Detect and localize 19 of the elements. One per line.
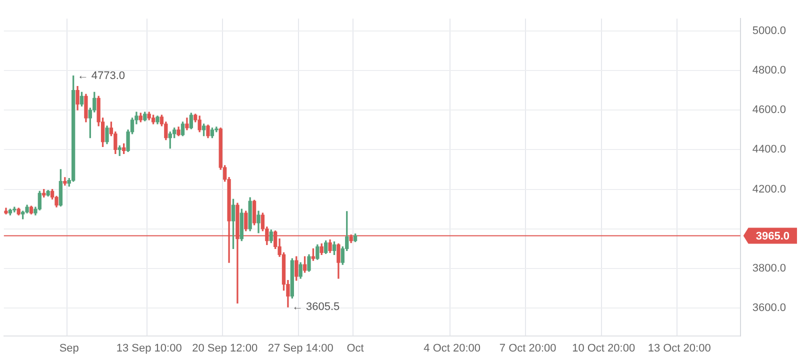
x-tick-label: 4 Oct 20:00 (424, 342, 481, 354)
x-tick-label: Oct (346, 342, 364, 354)
x-tick-label: 13 Sep 10:00 (116, 342, 182, 354)
annotation: ← 3605.5 (292, 301, 340, 314)
x-tick-label: 27 Sep 14:00 (268, 342, 334, 354)
y-tick-label: 3600.0 (752, 302, 786, 314)
x-tick-label: 20 Sep 12:00 (192, 342, 258, 354)
y-tick-label: 4200.0 (752, 183, 786, 196)
x-tick-label: 7 Oct 20:00 (499, 342, 556, 354)
y-tick-label: 5000.0 (752, 24, 786, 37)
x-tick-label: 13 Oct 20:00 (648, 342, 711, 354)
y-tick-label: 4600.0 (752, 104, 786, 116)
y-tick-label: 3800.0 (752, 262, 786, 275)
x-tick-label: Sep (59, 342, 79, 354)
y-tick-label: 4400.0 (752, 144, 786, 156)
y-tick-label: 4800.0 (752, 64, 786, 77)
x-tick-label: 10 Oct 20:00 (572, 342, 636, 354)
ref-line-label: 3965.0 (756, 230, 790, 242)
annotation: ← 4773.0 (77, 70, 126, 82)
